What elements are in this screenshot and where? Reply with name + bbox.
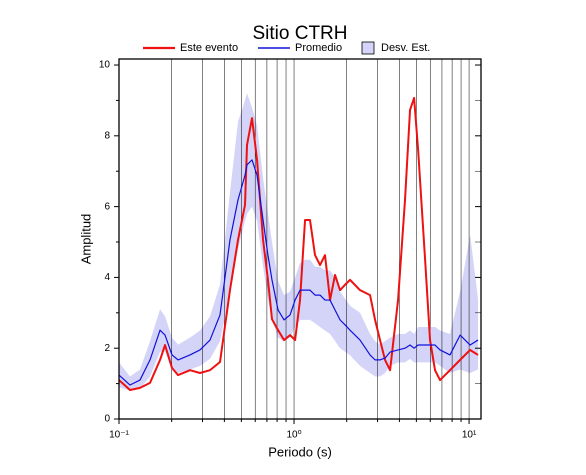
y-tick-label: 0 — [104, 414, 110, 425]
x-tick-label: 10⁰ — [286, 430, 301, 441]
x-tick-label: 10⁻¹ — [109, 430, 129, 441]
legend-label: Desv. Est. — [381, 42, 430, 54]
x-tick-label: 10¹ — [462, 430, 477, 441]
legend-label: Este evento — [180, 42, 238, 54]
chart-title: Sitio CTRH — [252, 23, 347, 44]
series-line — [118, 159, 479, 386]
x-axis-label: Periodo (s) — [268, 444, 332, 459]
legend-swatch — [361, 41, 375, 55]
plot-frame — [118, 58, 482, 420]
y-tick-label: 8 — [104, 130, 110, 141]
series-line — [118, 96, 479, 391]
y-axis-label: Amplitud — [78, 214, 93, 265]
y-tick-label: 4 — [104, 272, 110, 283]
y-tick-label: 6 — [104, 201, 110, 212]
y-tick-label: 10 — [99, 60, 111, 71]
legend-label: Promedio — [295, 42, 342, 54]
y-tick-label: 2 — [104, 343, 110, 354]
